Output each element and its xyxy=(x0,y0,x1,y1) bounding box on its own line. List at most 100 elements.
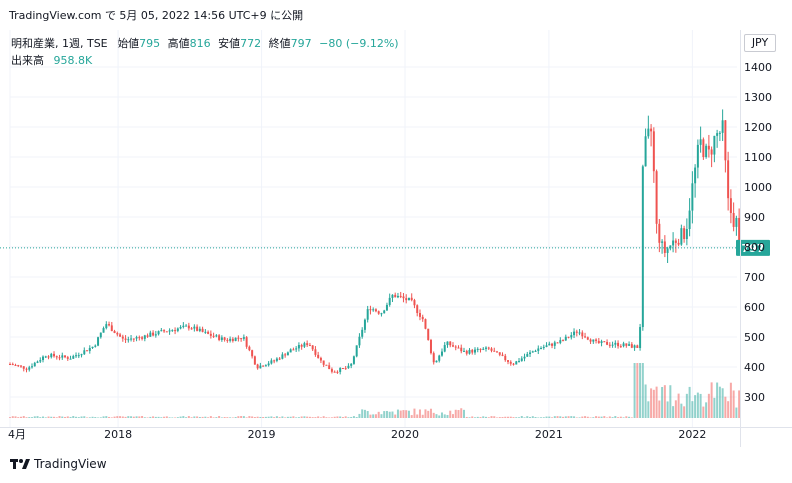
candle-body xyxy=(438,355,441,361)
candle-body xyxy=(352,356,355,364)
volume-bar xyxy=(358,413,361,418)
candle-body xyxy=(69,358,72,360)
volume-bar xyxy=(207,417,210,418)
open-value: 795 xyxy=(139,37,161,50)
volume-bar xyxy=(352,416,355,418)
volume-bar xyxy=(548,416,551,418)
volume-bar xyxy=(218,416,221,418)
volume-bar xyxy=(617,417,620,418)
candle-body xyxy=(336,371,339,373)
volume-bar xyxy=(138,416,141,418)
volume-bar xyxy=(42,416,45,418)
candle-body xyxy=(171,330,174,332)
volume-bar xyxy=(589,417,592,418)
volume-bar xyxy=(372,414,375,418)
volume-bar xyxy=(509,416,512,418)
volume-bar xyxy=(237,416,240,418)
candle-body xyxy=(350,363,353,366)
volume-bar xyxy=(724,396,727,418)
volume-bar xyxy=(592,417,595,418)
volume-bar xyxy=(311,417,314,418)
candle-body xyxy=(457,347,460,349)
candle-body xyxy=(385,304,388,311)
candle-body xyxy=(278,358,281,360)
candle-body xyxy=(47,356,50,358)
candle-body xyxy=(641,166,644,328)
candle-body xyxy=(729,198,732,214)
candle-body xyxy=(440,351,443,356)
x-tick-label: 2019 xyxy=(248,428,276,441)
volume-bar xyxy=(242,416,245,418)
candle-body xyxy=(135,337,138,339)
candle-body xyxy=(108,324,111,326)
candle-body xyxy=(289,349,292,353)
volume-bar xyxy=(88,417,91,418)
volume-bar xyxy=(405,410,408,418)
volume-bar xyxy=(666,401,669,418)
volume-bar xyxy=(110,417,113,418)
candle-body xyxy=(551,343,554,346)
candle-body xyxy=(512,363,515,365)
candle-body xyxy=(347,365,350,369)
volume-bar xyxy=(545,416,548,418)
y-tick-label: 300 xyxy=(744,391,765,404)
candle-body xyxy=(685,229,688,240)
volume-bar xyxy=(143,417,146,418)
candle-body xyxy=(603,341,606,343)
volume-bar xyxy=(289,416,292,418)
volume-bar xyxy=(330,417,333,418)
candle-body xyxy=(705,145,708,158)
candle-body xyxy=(154,334,157,336)
candle-body xyxy=(650,128,653,132)
candle-body xyxy=(253,356,256,365)
volume-bar xyxy=(366,411,369,418)
volume-bar xyxy=(201,416,204,418)
volume-bar xyxy=(185,417,188,418)
volume-bar xyxy=(146,417,149,418)
tradingview-footer: TradingView xyxy=(10,457,107,471)
candle-body xyxy=(58,357,61,359)
candle-body xyxy=(501,354,504,356)
tradingview-logo-icon xyxy=(10,459,30,469)
candle-body xyxy=(405,298,408,301)
candle-body xyxy=(240,338,243,340)
volume-bar xyxy=(476,416,479,418)
volume-bar xyxy=(416,414,419,418)
candle-body xyxy=(449,341,452,346)
currency-button[interactable]: JPY xyxy=(744,34,776,52)
volume-bar xyxy=(196,416,199,418)
volume-bar xyxy=(462,409,465,418)
volume-bar xyxy=(677,393,680,418)
candle-body xyxy=(655,171,658,224)
candle-body xyxy=(42,356,45,361)
volume-bar xyxy=(47,416,50,418)
volume-bar xyxy=(163,416,166,418)
candle-body xyxy=(94,345,97,347)
candle-body xyxy=(592,339,595,342)
y-tick-label: 1100 xyxy=(744,151,772,164)
volume-bar xyxy=(385,410,388,418)
candle-body xyxy=(127,339,130,341)
candle-body xyxy=(476,348,479,350)
volume-bar xyxy=(303,416,306,418)
volume-bar xyxy=(523,417,526,418)
volume-bar xyxy=(179,416,182,418)
candle-body xyxy=(270,360,273,364)
candle-body xyxy=(229,338,232,341)
candle-body xyxy=(220,337,223,340)
volume-bar xyxy=(661,387,664,418)
volume-bar xyxy=(77,417,80,418)
candle-body xyxy=(201,328,204,332)
candle-body xyxy=(589,339,592,342)
volume-bar xyxy=(223,417,226,418)
candle-body xyxy=(413,300,416,306)
candle-body xyxy=(658,223,661,243)
volume-bar xyxy=(132,416,135,418)
volume-bar xyxy=(721,388,724,418)
volume-bar xyxy=(297,417,300,418)
volume-bar xyxy=(482,416,485,418)
volume-bar xyxy=(394,414,397,418)
candle-body xyxy=(196,326,199,331)
volume-bar xyxy=(586,416,589,418)
